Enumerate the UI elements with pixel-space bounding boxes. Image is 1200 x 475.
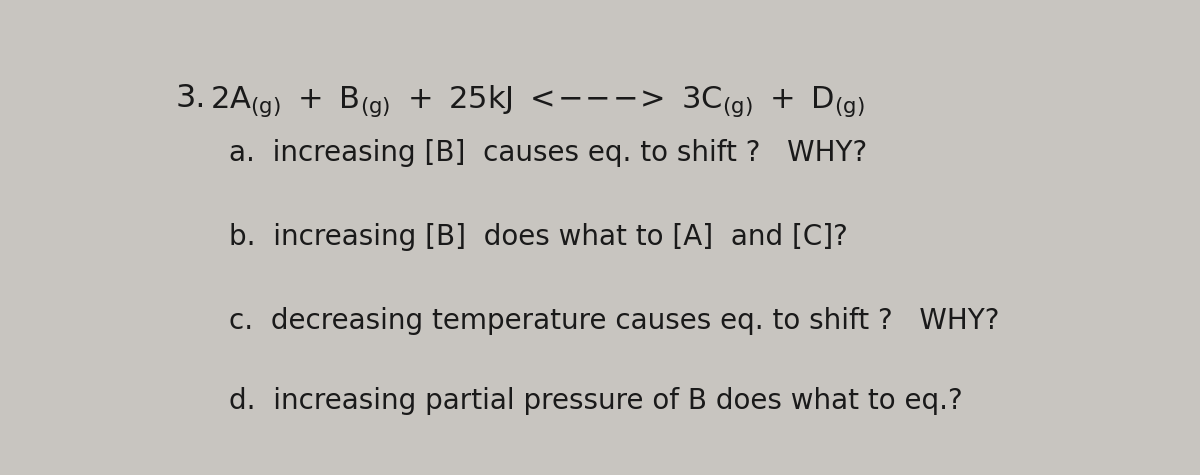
Text: b.  increasing [B]  does what to [A]  and [C]?: b. increasing [B] does what to [A] and […	[229, 223, 848, 251]
Text: a.  increasing [B]  causes eq. to shift ?   WHY?: a. increasing [B] causes eq. to shift ? …	[229, 139, 868, 167]
Text: d.  increasing partial pressure of B does what to eq.?: d. increasing partial pressure of B does…	[229, 388, 962, 416]
Text: $\mathregular{2A_{(g)}\ +\ B_{(g)}\ +\ 25kJ\ <\!\!-\!\!-\!\!-\!\!>\ 3C_{(g)}\ +\: $\mathregular{2A_{(g)}\ +\ B_{(g)}\ +\ 2…	[210, 83, 865, 118]
Text: 3.: 3.	[175, 83, 205, 114]
Text: c.  decreasing temperature causes eq. to shift ?   WHY?: c. decreasing temperature causes eq. to …	[229, 307, 1000, 335]
